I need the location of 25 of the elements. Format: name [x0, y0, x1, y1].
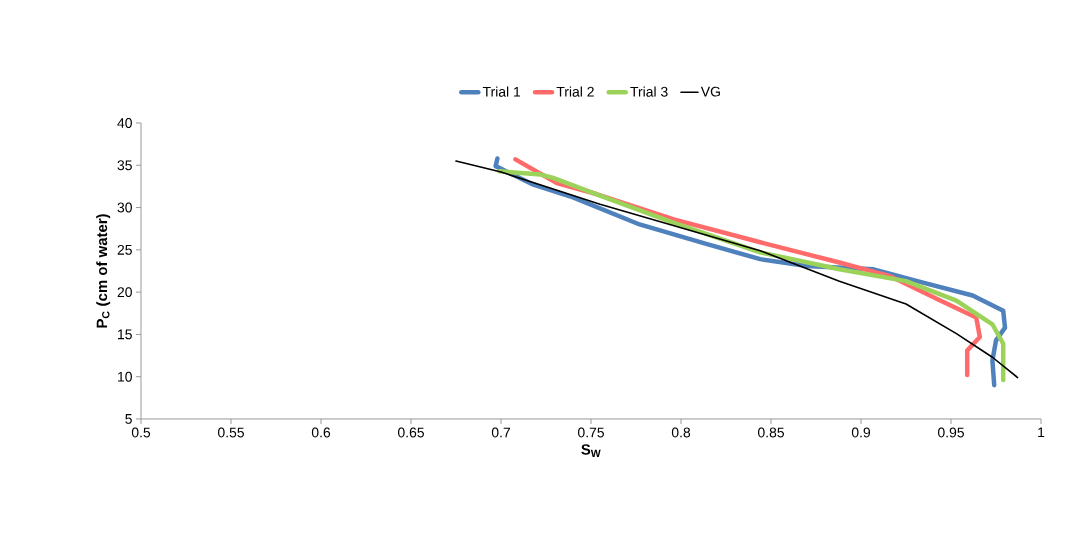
- x-tick-label: 0.5: [131, 427, 151, 438]
- y-tick-label: 40: [117, 118, 132, 128]
- y-tick-label: 5: [125, 414, 132, 424]
- x-axis-title: S$_{W}$: [581, 444, 601, 457]
- legend-label: Trial 1: [482, 86, 521, 97]
- legend-label: Trial 3: [630, 86, 668, 97]
- y-tick-label: 10: [118, 371, 132, 382]
- x-tick-label: 0.7: [491, 427, 511, 438]
- x-tick-label: 0.95: [937, 427, 964, 438]
- legend-label: VG: [700, 86, 720, 97]
- x-tick-label: 0.75: [577, 427, 604, 438]
- x-tick-label: 0.55: [217, 427, 244, 438]
- y-tick-label: 20: [117, 287, 132, 298]
- x-tick-label: 0.8: [671, 427, 691, 438]
- y-tick-label: 35: [117, 160, 132, 171]
- x-tick-label: 0.9: [851, 427, 871, 438]
- x-tick-label: 0.65: [397, 427, 424, 438]
- legend-label: Trial 2: [556, 86, 594, 97]
- x-tick-label: 0.6: [311, 427, 331, 438]
- y-axis-title: P$_{C}$ (cm of water): [96, 214, 111, 328]
- x-tick-label: 1: [1038, 427, 1045, 438]
- x-tick-label: 0.85: [757, 427, 784, 438]
- y-tick-label: 15: [118, 329, 132, 340]
- y-tick-label: 25: [117, 244, 132, 255]
- y-tick-label: 30: [117, 202, 132, 213]
